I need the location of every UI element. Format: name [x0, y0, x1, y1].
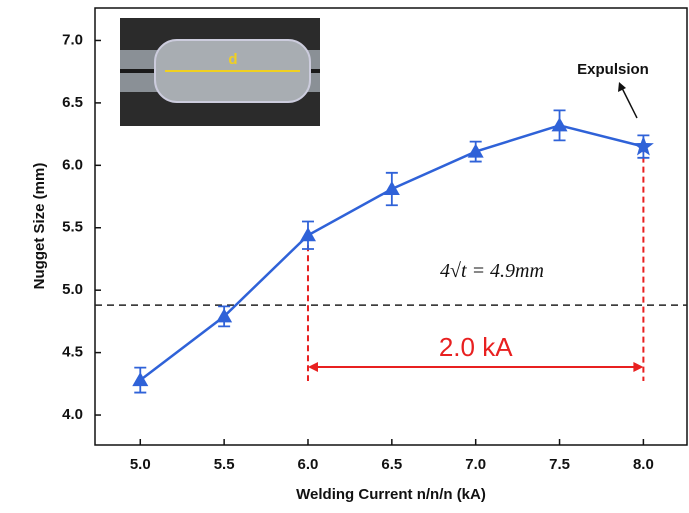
x-tick-label: 7.0 — [465, 456, 486, 473]
y-tick-label: 4.0 — [62, 406, 83, 423]
y-axis-label: Nugget Size (mm) — [31, 163, 48, 290]
marker — [300, 227, 316, 241]
marker — [384, 181, 400, 195]
y-tick-label: 5.0 — [62, 281, 83, 298]
range-label: 2.0 kA — [439, 332, 513, 362]
y-tick-label: 6.5 — [62, 94, 83, 111]
expulsion-label: Expulsion — [577, 61, 649, 78]
reference-label: 4√t = 4.9mm — [440, 260, 544, 282]
marker — [132, 372, 148, 386]
expulsion-arrowhead — [618, 82, 626, 92]
expulsion-arrow — [622, 88, 637, 118]
marker — [552, 117, 568, 131]
x-tick-label: 5.5 — [214, 456, 235, 473]
inset-image: d — [120, 18, 320, 126]
chart: d Expulsion Nugget Size (mm) Welding Cur… — [0, 0, 689, 513]
x-tick-label: 6.5 — [381, 456, 402, 473]
x-axis-label: Welding Current n/n/n (kA) — [296, 486, 486, 503]
series-line — [140, 125, 643, 380]
y-tick-label: 5.5 — [62, 219, 83, 236]
x-tick-label: 6.0 — [298, 456, 319, 473]
y-tick-label: 4.5 — [62, 344, 83, 361]
y-tick-label: 7.0 — [62, 31, 83, 48]
inset-label: d — [228, 51, 237, 68]
y-tick-label: 6.0 — [62, 156, 83, 173]
x-tick-label: 8.0 — [633, 456, 654, 473]
x-tick-label: 5.0 — [130, 456, 151, 473]
x-tick-label: 7.5 — [549, 456, 570, 473]
